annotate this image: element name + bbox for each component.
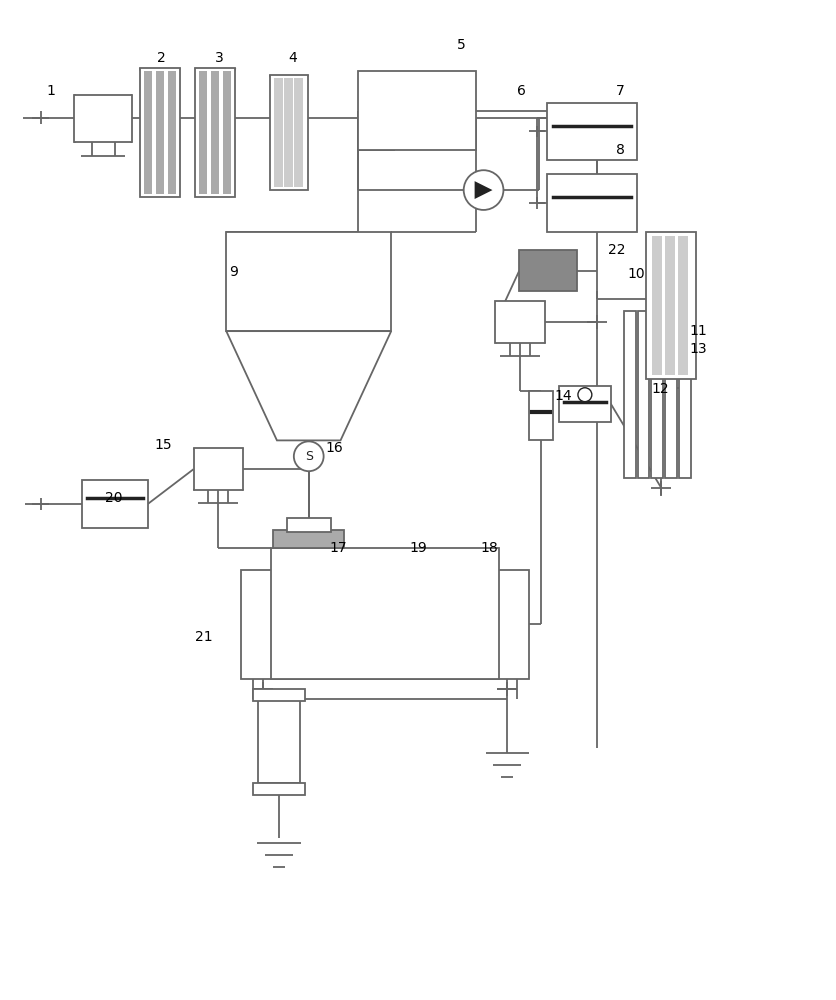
Bar (273, 530, 344, 548)
Bar (270, 75, 308, 190)
Bar (212, 71, 219, 194)
Bar (274, 78, 283, 187)
Bar (144, 71, 152, 194)
Bar (287, 518, 330, 532)
Text: 19: 19 (409, 541, 427, 555)
Bar (241, 570, 529, 679)
Text: 9: 9 (229, 265, 237, 279)
Bar (496, 301, 545, 343)
Text: 12: 12 (651, 382, 669, 396)
Bar (284, 78, 293, 187)
Bar (646, 232, 696, 379)
Circle shape (578, 388, 592, 402)
Bar (680, 311, 691, 478)
Bar (196, 68, 235, 197)
Bar (258, 699, 300, 783)
Text: 1: 1 (46, 84, 55, 98)
Circle shape (293, 441, 324, 471)
Polygon shape (227, 331, 391, 440)
Bar (293, 78, 303, 187)
Text: 2: 2 (157, 51, 166, 65)
Bar (271, 548, 499, 679)
Text: 7: 7 (616, 84, 625, 98)
Bar (168, 71, 176, 194)
Text: S: S (305, 450, 313, 463)
Bar (559, 386, 611, 422)
Bar (223, 71, 232, 194)
Text: 17: 17 (329, 541, 347, 555)
Bar (155, 71, 164, 194)
Bar (624, 311, 635, 478)
Bar (193, 448, 243, 490)
Text: 13: 13 (690, 342, 707, 356)
Bar (253, 783, 305, 795)
Bar (665, 311, 677, 478)
Text: 22: 22 (608, 243, 625, 257)
Bar (253, 689, 305, 701)
Bar (74, 95, 132, 142)
Text: 16: 16 (326, 441, 344, 455)
Bar (82, 480, 148, 528)
Bar (547, 174, 636, 232)
Bar (651, 311, 663, 478)
Bar (638, 311, 650, 478)
Text: 21: 21 (195, 630, 212, 644)
Text: 3: 3 (215, 51, 224, 65)
Text: 4: 4 (288, 51, 298, 65)
Bar (519, 250, 577, 291)
Bar (678, 236, 688, 375)
Polygon shape (475, 181, 492, 199)
Text: 11: 11 (689, 324, 707, 338)
Circle shape (464, 170, 503, 210)
Text: 18: 18 (481, 541, 498, 555)
Text: 20: 20 (105, 491, 123, 505)
Text: 14: 14 (554, 389, 572, 403)
Bar (665, 236, 675, 375)
Bar (652, 236, 662, 375)
Text: 5: 5 (457, 38, 466, 52)
Text: 10: 10 (628, 267, 645, 281)
Bar (547, 103, 636, 160)
Bar (529, 391, 553, 440)
Text: 15: 15 (155, 438, 172, 452)
Bar (200, 71, 207, 194)
Bar (140, 68, 180, 197)
Text: 6: 6 (517, 84, 526, 98)
Bar (227, 232, 391, 331)
Bar (359, 71, 476, 150)
Text: 8: 8 (616, 143, 625, 157)
